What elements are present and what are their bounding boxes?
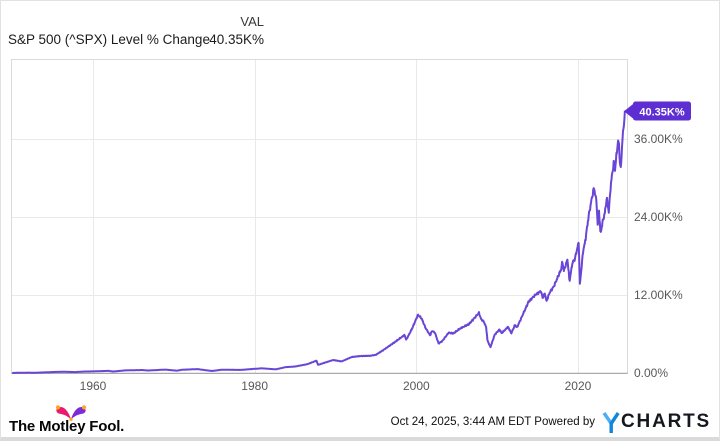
- powered-by-text: Powered by: [534, 416, 596, 428]
- last-value-tag-label: 40.35K%: [639, 106, 684, 118]
- x-axis-tick-label: 1960: [79, 379, 107, 393]
- current-value: 40.35K%: [209, 32, 264, 47]
- ycharts-logo: CHARTS: [602, 412, 711, 433]
- timestamp: Oct 24, 2025, 3:44 AM EDT Powered by: [391, 416, 595, 428]
- plot-area: [11, 59, 628, 375]
- spx-series-line: [11, 110, 626, 374]
- ycharts-wordmark: CHARTS: [621, 411, 711, 432]
- y-axis-tick-label: 24.00K%: [634, 210, 683, 224]
- ycharts-y-icon: [602, 411, 620, 433]
- x-axis-tick-label: 2000: [402, 379, 430, 393]
- tag-arrow-icon: [624, 102, 635, 120]
- y-axis-tick-label: 12.00K%: [634, 288, 683, 302]
- motley-fool-logo: The Motley Fool.: [9, 404, 129, 437]
- price-line-chart: [11, 59, 628, 375]
- value-column: VAL 40.35K%: [151, 14, 264, 47]
- timestamp-text: Oct 24, 2025, 3:44 AM EDT: [390, 416, 532, 428]
- motley-fool-wordmark: The Motley Fool.: [9, 418, 125, 435]
- jester-hat-icon: [55, 405, 87, 421]
- x-axis-tick-label: 1980: [241, 379, 269, 393]
- last-value-tag: 40.35K%: [624, 101, 691, 121]
- y-axis-tick-label: 0.00%: [634, 366, 669, 380]
- value-column-header: VAL: [240, 14, 264, 29]
- y-axis-tick-label: 36.00K%: [634, 132, 683, 146]
- chart-title: S&P 500 (^SPX) Level % Change: [8, 32, 210, 47]
- x-axis-tick-label: 2020: [564, 379, 592, 393]
- footer-attribution: Oct 24, 2025, 3:44 AM EDT Powered by CHA…: [391, 409, 711, 435]
